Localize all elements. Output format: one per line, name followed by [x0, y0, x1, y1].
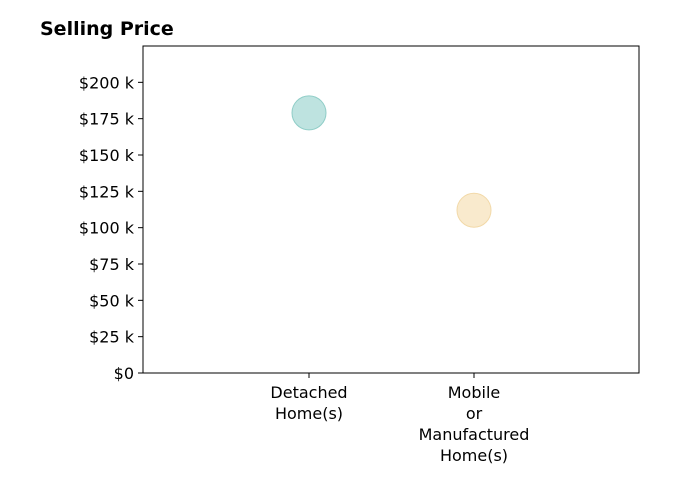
y-axis: $0 $25 k $50 k $75 k $100 k $125 k $150 k $175 …: [79, 73, 143, 383]
y-tick-label: $100 k: [79, 219, 135, 238]
y-tick-label: $125 k: [79, 182, 135, 201]
y-tick-label: $200 k: [79, 73, 135, 92]
x-axis: Detached Home(s) Mobile or Manufactured Home(…: [270, 373, 529, 465]
y-tick-label: $75 k: [89, 255, 135, 274]
x-tick-label: Detached Home(s): [270, 383, 347, 423]
y-tick-label: $50 k: [89, 291, 135, 310]
data-point: [456, 192, 492, 228]
plot-area-frame: [142, 45, 640, 374]
x-tick-label: Mobile or Manufactured Home(s): [419, 383, 530, 465]
y-tick-label: $175 k: [79, 110, 135, 129]
data-point: [291, 95, 327, 131]
y-tick-label: $150 k: [79, 146, 135, 165]
y-tick-label: $0: [114, 364, 134, 383]
data-points: [291, 95, 492, 228]
y-tick-label: $25 k: [89, 328, 135, 347]
chart-title: Selling Price: [40, 18, 174, 40]
